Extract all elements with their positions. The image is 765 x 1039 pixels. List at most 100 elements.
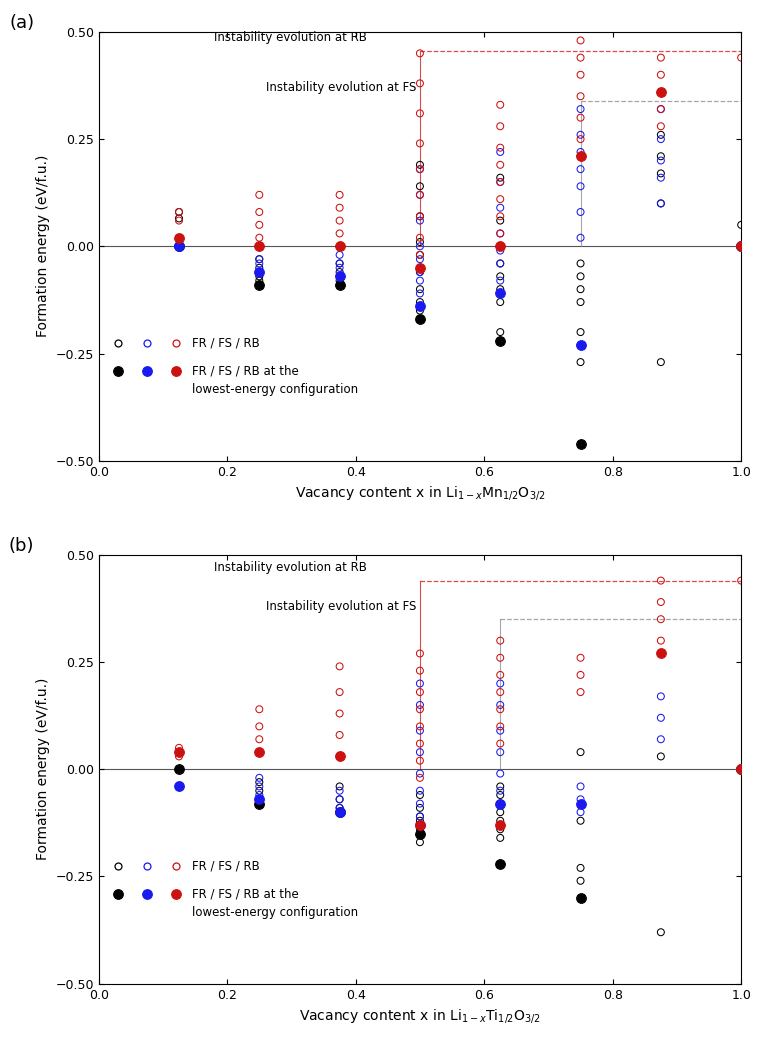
Text: lowest-energy configuration: lowest-energy configuration xyxy=(192,906,358,920)
Point xyxy=(735,216,747,233)
Point xyxy=(494,782,506,799)
Point xyxy=(494,821,506,837)
Point xyxy=(173,212,185,229)
Point xyxy=(414,808,426,825)
Point xyxy=(494,855,506,872)
Point xyxy=(414,208,426,224)
Point xyxy=(414,696,426,713)
Point xyxy=(575,294,587,311)
Point xyxy=(253,230,265,246)
Point xyxy=(655,148,667,164)
Point xyxy=(655,101,667,117)
Text: FR / FS / RB: FR / FS / RB xyxy=(192,859,259,873)
Point xyxy=(334,268,346,285)
Point xyxy=(334,199,346,216)
Point xyxy=(655,731,667,748)
Point xyxy=(575,778,587,795)
Point xyxy=(494,281,506,297)
Point xyxy=(494,238,506,255)
Point xyxy=(253,795,265,811)
Point xyxy=(253,791,265,807)
Point xyxy=(575,148,587,164)
Point xyxy=(414,246,426,263)
Point xyxy=(414,675,426,692)
Point xyxy=(735,238,747,255)
Point xyxy=(575,109,587,126)
Point xyxy=(575,804,587,821)
Point xyxy=(414,834,426,851)
Point xyxy=(494,675,506,692)
Point xyxy=(414,105,426,122)
Point xyxy=(253,250,265,267)
Point xyxy=(494,649,506,666)
Text: FR / FS / RB at the: FR / FS / RB at the xyxy=(192,887,298,900)
Point xyxy=(494,736,506,752)
Point xyxy=(494,139,506,156)
Point xyxy=(494,238,506,255)
Point xyxy=(173,238,185,255)
Point xyxy=(735,238,747,255)
Point xyxy=(334,658,346,674)
Point xyxy=(575,667,587,684)
Point xyxy=(655,83,667,100)
Point xyxy=(655,593,667,610)
Point xyxy=(414,770,426,787)
Point xyxy=(173,744,185,761)
Point xyxy=(575,744,587,761)
Point xyxy=(414,722,426,739)
Point xyxy=(575,812,587,829)
Point xyxy=(334,256,346,272)
Point xyxy=(334,726,346,743)
Point xyxy=(575,684,587,700)
Point xyxy=(253,268,265,285)
Point xyxy=(575,873,587,889)
Point xyxy=(494,212,506,229)
Point xyxy=(575,161,587,178)
Point xyxy=(334,187,346,204)
Point xyxy=(334,238,346,255)
Point xyxy=(655,924,667,940)
Point xyxy=(414,311,426,327)
Point xyxy=(414,234,426,250)
Point xyxy=(494,795,506,811)
Point xyxy=(655,165,667,182)
Point xyxy=(575,101,587,117)
Text: Instability evolution at FS: Instability evolution at FS xyxy=(265,600,416,613)
Point xyxy=(575,49,587,65)
Point xyxy=(173,230,185,246)
Point xyxy=(414,795,426,811)
Point xyxy=(655,66,667,83)
Point xyxy=(253,718,265,735)
Point xyxy=(494,225,506,242)
Point xyxy=(414,238,426,255)
Point xyxy=(494,143,506,160)
Point xyxy=(414,645,426,662)
Point xyxy=(655,353,667,370)
Point xyxy=(414,766,426,782)
Point xyxy=(414,311,426,327)
Point xyxy=(334,782,346,799)
Text: (b): (b) xyxy=(9,537,34,555)
Point xyxy=(494,795,506,811)
Point xyxy=(655,101,667,117)
Point xyxy=(253,774,265,791)
Point xyxy=(494,324,506,341)
Point xyxy=(253,795,265,811)
Point xyxy=(494,256,506,272)
Point xyxy=(494,199,506,216)
Point xyxy=(173,230,185,246)
Point xyxy=(655,127,667,143)
Point xyxy=(575,337,587,353)
Point xyxy=(334,268,346,285)
Point xyxy=(253,276,265,293)
Point xyxy=(253,782,265,799)
Point xyxy=(655,710,667,726)
Point xyxy=(334,778,346,795)
Point xyxy=(414,285,426,301)
Point xyxy=(173,204,185,220)
Point xyxy=(414,264,426,281)
Point xyxy=(414,684,426,700)
Point xyxy=(575,131,587,148)
Point xyxy=(173,778,185,795)
Point xyxy=(575,178,587,194)
